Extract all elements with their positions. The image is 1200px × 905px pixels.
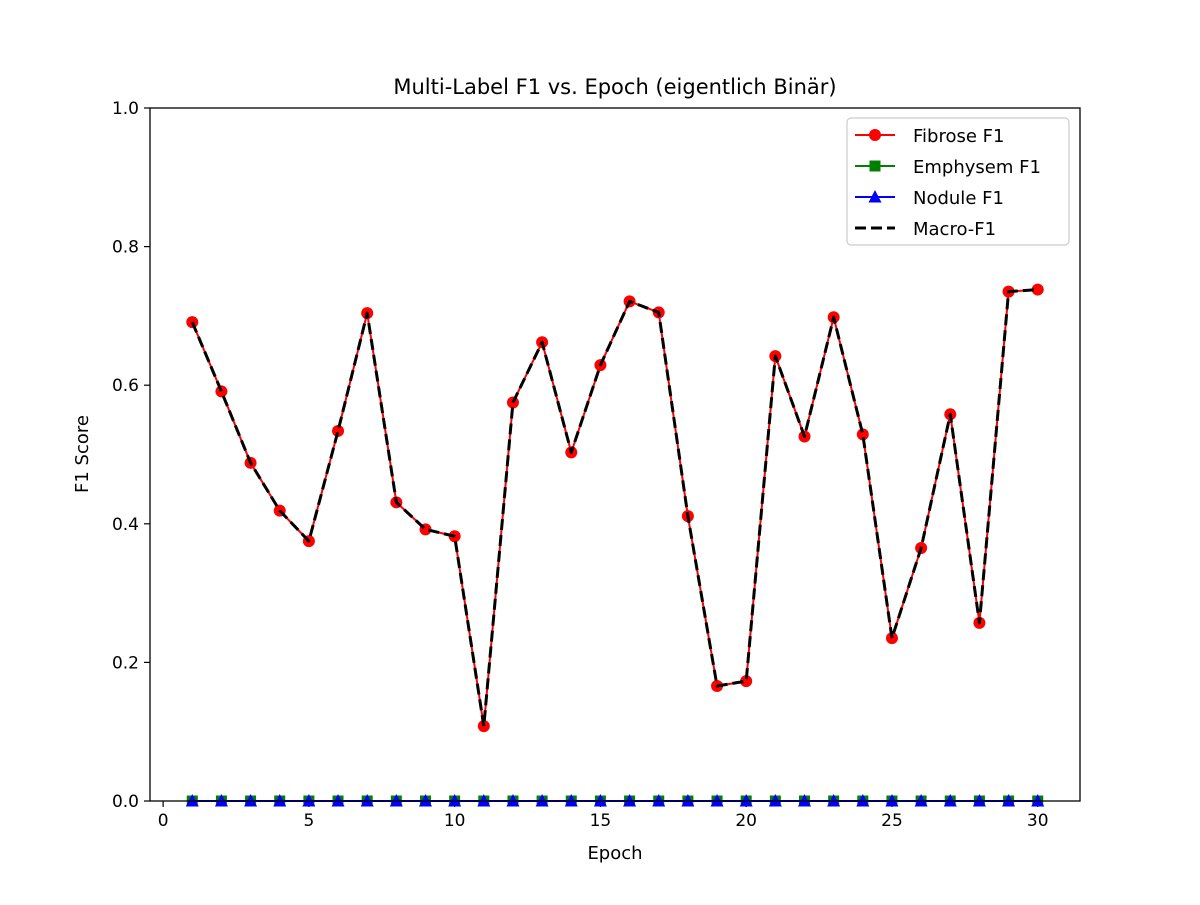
legend-item-nodule-f1: Nodule F1	[855, 188, 1004, 209]
data-point-nodule-f1	[827, 794, 841, 807]
data-point-nodule-f1	[1002, 794, 1016, 807]
legend-label: Nodule F1	[913, 188, 1004, 209]
data-point-nodule-f1	[623, 794, 637, 807]
x-tick-label: 30	[1027, 811, 1049, 831]
y-tick-label: 1.0	[112, 99, 139, 119]
legend-item-emphysem-f1: Emphysem F1	[855, 157, 1041, 178]
series-macro-f1	[190, 288, 1038, 728]
data-point-fibrose-f1	[740, 675, 753, 688]
data-point-nodule-f1	[244, 794, 258, 807]
data-point-fibrose-f1	[332, 424, 345, 437]
legend: Fibrose F1 Emphysem F1 Nodule F1 Macro-F1	[846, 117, 1070, 246]
data-point-nodule-f1	[739, 794, 753, 807]
legend-item-macro-f1: Macro-F1	[855, 219, 996, 240]
data-point-fibrose-f1	[856, 428, 869, 441]
axis-ticks: 0 5 10 15 20 25 30 0.0 0.2 0.4 0.6 0.8 1.0	[112, 99, 1049, 831]
data-point-nodule-f1	[564, 794, 578, 807]
x-tick-label: 25	[881, 811, 903, 831]
data-point-nodule-f1	[797, 794, 811, 807]
data-point-nodule-f1	[331, 794, 345, 807]
data-point-nodule-f1	[506, 794, 520, 807]
y-axis-label: F1 Score	[72, 415, 93, 493]
data-point-fibrose-f1	[885, 632, 898, 645]
data-point-nodule-f1	[856, 794, 870, 807]
data-point-nodule-f1	[593, 794, 607, 807]
x-tick-label: 0	[158, 811, 169, 831]
data-point-nodule-f1	[477, 794, 491, 807]
data-point-nodule-f1	[185, 794, 199, 807]
data-point-fibrose-f1	[1031, 283, 1044, 296]
data-point-nodule-f1	[652, 794, 666, 807]
data-point-nodule-f1	[972, 794, 986, 807]
data-point-nodule-f1	[448, 794, 462, 807]
legend-label: Fibrose F1	[913, 126, 1004, 147]
legend-marker-nodule-f1	[868, 190, 882, 203]
data-point-nodule-f1	[710, 794, 724, 807]
x-tick-label: 5	[303, 811, 314, 831]
data-point-fibrose-f1	[477, 720, 490, 733]
data-point-nodule-f1	[681, 794, 695, 807]
legend-box	[846, 117, 1070, 246]
data-point-nodule-f1	[302, 794, 316, 807]
axes-frame	[149, 107, 1081, 802]
legend-item-fibrose-f1: Fibrose F1	[855, 126, 1004, 147]
series-line-macro-f1	[190, 288, 1038, 728]
y-tick-label: 0.8	[112, 238, 139, 258]
data-point-nodule-f1	[914, 794, 928, 807]
legend-marker-fibrose-f1	[869, 129, 881, 141]
x-tick-label: 20	[735, 811, 757, 831]
data-point-nodule-f1	[214, 794, 228, 807]
data-point-nodule-f1	[419, 794, 433, 807]
legend-marker-emphysem-f1	[869, 160, 881, 172]
data-point-nodule-f1	[273, 794, 287, 807]
data-point-nodule-f1	[389, 794, 403, 807]
data-point-nodule-f1	[885, 794, 899, 807]
chart-title: Multi-Label F1 vs. Epoch (eigentlich Bin…	[393, 75, 836, 99]
x-tick-label: 10	[444, 811, 466, 831]
data-point-fibrose-f1	[215, 385, 228, 398]
x-tick-label: 15	[590, 811, 612, 831]
y-tick-label: 0.2	[112, 653, 139, 673]
data-point-nodule-f1	[768, 794, 782, 807]
legend-label: Emphysem F1	[913, 157, 1041, 178]
data-point-nodule-f1	[360, 794, 374, 807]
y-tick-label: 0.6	[112, 376, 139, 396]
y-tick-label: 0.4	[112, 515, 139, 535]
data-point-nodule-f1	[535, 794, 549, 807]
data-point-nodule-f1	[943, 794, 957, 807]
legend-label: Macro-F1	[913, 219, 996, 240]
data-point-nodule-f1	[1031, 794, 1045, 807]
y-tick-label: 0.0	[112, 792, 139, 812]
x-axis-label: Epoch	[587, 843, 642, 864]
